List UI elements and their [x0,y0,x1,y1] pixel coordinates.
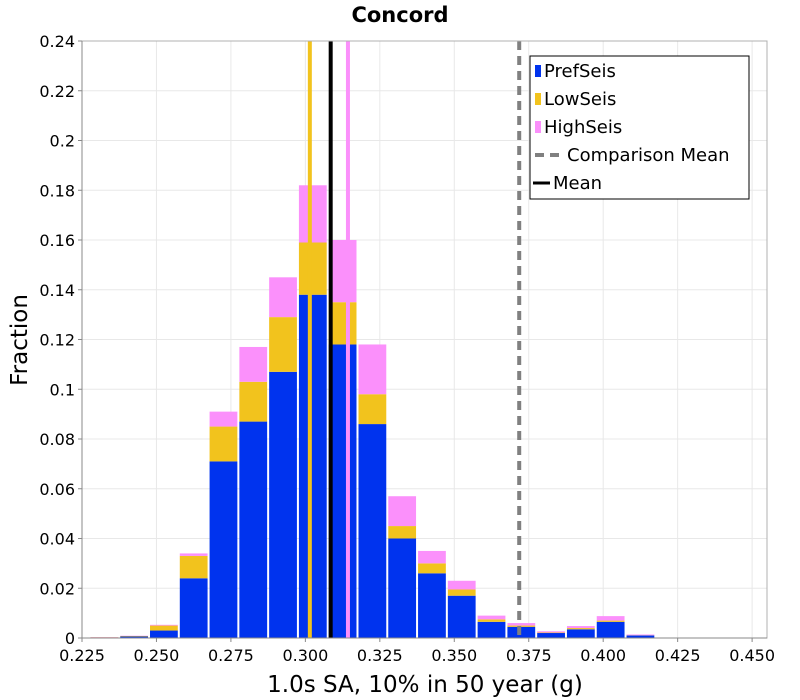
bar-lowseis [269,317,297,372]
y-tick-label: 0.2 [50,132,75,151]
legend-label: LowSeis [544,89,616,110]
x-tick-label: 0.425 [655,646,701,665]
bar-highseis [388,496,417,527]
bar-prefseis [150,630,178,638]
bar-highseis [447,580,476,590]
bar-prefseis [596,621,625,638]
bar-highseis [418,550,446,564]
bars-group [90,185,655,638]
x-tick-labels: 0.225 0.250 0.275 0.300 0.325 0.350 0.375 0.400… [59,638,775,665]
bar-highseis [566,626,595,629]
y-tick-label: 0.06 [39,480,75,499]
x-tick-label: 0.450 [729,646,775,665]
bar-prefseis [477,621,506,638]
bar-prefseis [269,371,297,638]
bar-prefseis [179,578,208,638]
bar-highseis [507,623,536,626]
bar-lowseis [507,625,536,627]
bar-prefseis [537,633,565,638]
bar-highseis [537,631,565,633]
bar-prefseis [298,294,327,638]
bar-highseis [626,634,655,636]
x-tick-label: 0.275 [208,646,254,665]
bar-lowseis [418,563,446,574]
bar-prefseis [626,635,655,638]
y-tick-labels: 0 0.02 0.04 0.06 0.08 0.1 0.12 0.14 0.16 0.18 0.2 0… [39,32,82,648]
bar-highseis [209,411,238,427]
bar-lowseis [358,394,387,425]
y-tick-label: 0.1 [50,380,75,399]
bar-highseis [596,616,625,621]
legend-swatch [535,121,541,133]
bar-lowseis [566,628,595,630]
bar-highseis [358,344,387,395]
y-tick-label: 0.16 [39,231,75,250]
bar-lowseis [388,526,417,539]
bar-prefseis [507,626,536,638]
reference-lines [307,41,522,638]
y-tick-label: 0.04 [39,530,75,549]
x-tick-label: 0.375 [506,646,552,665]
y-tick-label: 0.22 [39,82,75,101]
bar-prefseis [447,595,476,638]
bar-lowseis [596,620,625,622]
bar-highseis [150,624,178,626]
y-tick-label: 0.02 [39,579,75,598]
bar-lowseis [477,619,506,622]
bar-highseis [239,346,268,382]
bar-lowseis [179,555,208,579]
y-tick-label: 0.08 [39,430,75,449]
bar-prefseis [120,636,149,638]
bar-prefseis [328,344,357,638]
bar-highseis [179,553,208,556]
bar-lowseis [209,426,238,462]
x-tick-label: 0.250 [134,646,180,665]
y-tick-label: 0.14 [39,281,75,300]
bar-highseis [477,615,506,620]
chart-title: Concord [351,3,448,27]
x-axis-title: 1.0s SA, 10% in 50 year (g) [267,672,583,698]
bar-prefseis [388,538,417,638]
bar-prefseis [239,421,268,638]
x-tick-label: 0.300 [282,646,328,665]
y-tick-label: 0.24 [39,32,75,51]
legend-label: Comparison Mean [567,145,730,166]
bar-lowseis [447,589,476,596]
legend-box [529,55,750,200]
bar-lowseis [328,302,357,345]
bar-lowseis [239,381,268,422]
legend-swatch [535,93,541,105]
y-tick-label: 0.18 [39,181,75,200]
bar-lowseis [298,242,327,295]
y-axis-title: Fraction [7,294,33,386]
x-tick-label: 0.350 [431,646,477,665]
bar-highseis [298,185,327,243]
bar-lowseis [150,625,178,631]
legend-swatch [535,65,541,77]
bar-prefseis [358,424,387,638]
bar-highseis [328,240,357,303]
x-tick-label: 0.325 [357,646,403,665]
legend-label: HighSeis [544,117,622,138]
x-tick-label: 0.225 [59,646,105,665]
legend-label: PrefSeis [544,61,616,82]
bar-highseis [269,277,297,318]
x-tick-label: 0.400 [580,646,626,665]
bar-prefseis [566,629,595,638]
bar-prefseis [418,573,446,638]
y-tick-label: 0.12 [39,331,75,350]
legend: PrefSeis LowSeis HighSeis Comparison Mean Me… [529,55,750,200]
legend-label: Mean [553,173,602,194]
bar-prefseis [209,461,238,638]
y-tick-label: 0 [65,629,75,648]
